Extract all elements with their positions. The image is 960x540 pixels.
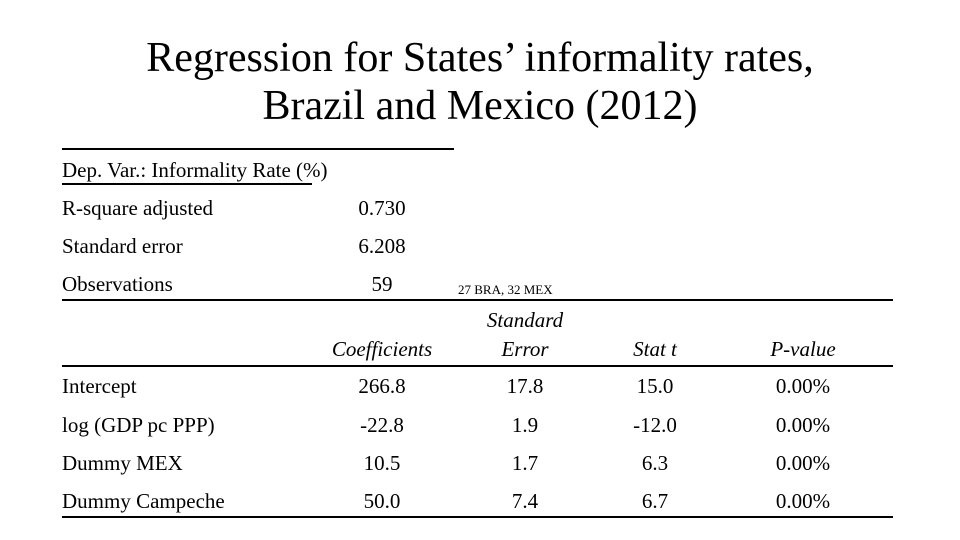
table-cell-t: 6.7 bbox=[641, 489, 669, 513]
summary-label-observations: Observations bbox=[62, 272, 173, 296]
dep-var-rule bbox=[62, 183, 312, 185]
summary-label-std-error: Standard error bbox=[62, 234, 183, 258]
header-standard-error: Standard Error bbox=[460, 306, 590, 364]
table-cell-coef: -22.8 bbox=[360, 413, 404, 437]
observations-note: 27 BRA, 32 MEX bbox=[458, 282, 553, 297]
header-p-value: P-value bbox=[770, 337, 836, 361]
coef-table-top-rule bbox=[62, 299, 893, 301]
title-line-2: Brazil and Mexico (2012) bbox=[262, 83, 698, 129]
table-cell-p: 0.00% bbox=[775, 374, 831, 398]
table-cell-t: -12.0 bbox=[633, 413, 677, 437]
summary-value-r2: 0.730 bbox=[358, 196, 406, 220]
table-cell-se: 17.8 bbox=[506, 374, 544, 398]
table-row-label: Intercept bbox=[62, 374, 137, 398]
summary-value-std-error: 6.208 bbox=[358, 234, 406, 258]
table-cell-t: 15.0 bbox=[636, 374, 674, 398]
coef-header-rule bbox=[62, 365, 893, 367]
table-cell-coef: 266.8 bbox=[358, 374, 406, 398]
table-cell-t: 6.3 bbox=[641, 451, 669, 475]
table-row-label: Dummy MEX bbox=[62, 451, 183, 475]
table-row-label: log (GDP pc PPP) bbox=[62, 413, 215, 437]
summary-label-r2: R-square adjusted bbox=[62, 196, 214, 220]
header-standard-error-line-2: Error bbox=[501, 337, 549, 361]
table-cell-p: 0.00% bbox=[775, 451, 831, 475]
coef-table-bottom-rule bbox=[62, 516, 893, 518]
header-coefficients: Coefficients bbox=[331, 337, 433, 361]
summary-value-observations: 59 bbox=[371, 272, 393, 296]
table-cell-p: 0.00% bbox=[775, 489, 831, 513]
dep-var-label: Dep. Var.: Informality Rate (%) bbox=[62, 158, 328, 182]
header-standard-error-line-1: Standard bbox=[486, 308, 564, 332]
table-cell-se: 1.7 bbox=[511, 451, 539, 475]
slide-title: Regression for States’ informality rates… bbox=[0, 34, 960, 130]
summary-top-rule bbox=[62, 148, 454, 150]
header-stat-t: Stat t bbox=[633, 337, 677, 361]
table-row-label: Dummy Campeche bbox=[62, 489, 225, 513]
table-cell-p: 0.00% bbox=[775, 413, 831, 437]
title-line-1: Regression for States’ informality rates… bbox=[146, 35, 814, 81]
table-cell-coef: 50.0 bbox=[363, 489, 401, 513]
table-cell-se: 7.4 bbox=[511, 489, 539, 513]
table-cell-se: 1.9 bbox=[511, 413, 539, 437]
table-cell-coef: 10.5 bbox=[363, 451, 401, 475]
